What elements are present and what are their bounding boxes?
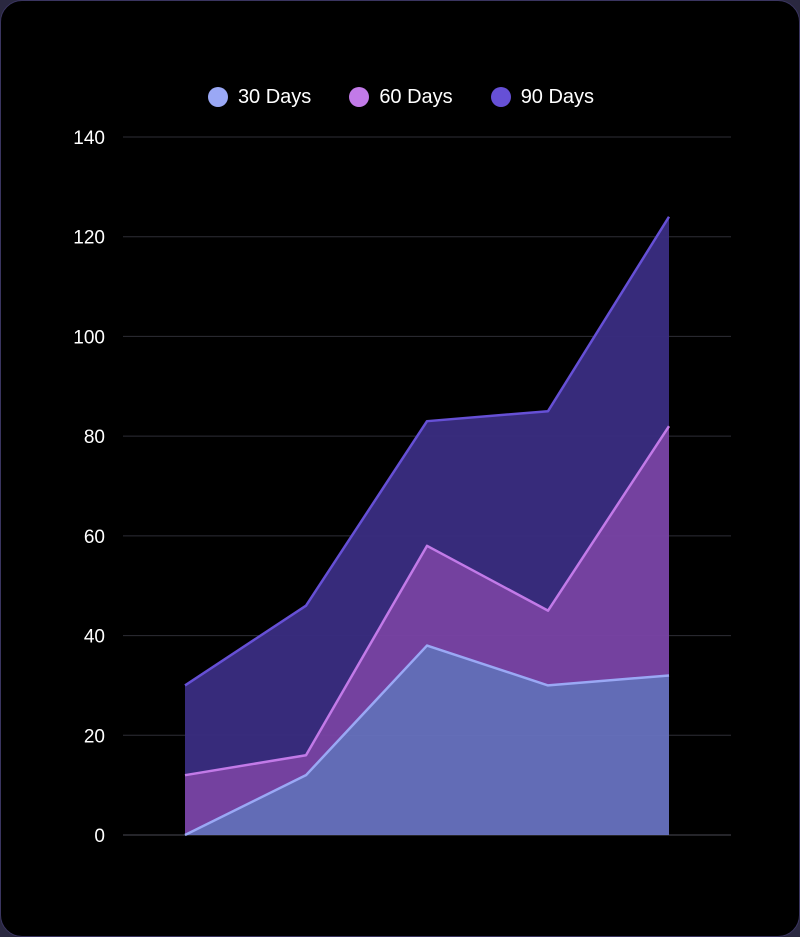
legend: 30 Days 60 Days 90 Days: [1, 85, 799, 109]
legend-dot-90-days-icon: [490, 87, 511, 107]
y-tick-label-80: 80: [84, 427, 105, 448]
y-tick-label-60: 60: [84, 527, 105, 548]
legend-dot-30-days-icon: [207, 87, 228, 107]
legend-item-90-days[interactable]: 90 Days: [490, 85, 595, 109]
y-tick-label-100: 100: [73, 327, 105, 348]
legend-dot-60-days-icon: [349, 87, 370, 107]
area-60-days: [185, 426, 669, 835]
area-30-days: [185, 645, 669, 835]
legend-label-60-days: 60 Days: [379, 86, 453, 108]
legend-label-30-days: 30 Days: [237, 86, 312, 108]
y-tick-label-40: 40: [84, 627, 105, 648]
y-tick-label-0: 0: [94, 826, 105, 847]
legend-item-30-days[interactable]: 30 Days: [207, 85, 312, 109]
y-tick-label-140: 140: [73, 128, 105, 149]
legend-label-90-days: 90 Days: [520, 86, 595, 108]
y-tick-label-120: 120: [73, 228, 105, 249]
legend-item-60-days[interactable]: 60 Days: [349, 85, 453, 109]
area-90-days: [185, 216, 669, 776]
y-tick-label-20: 20: [84, 726, 105, 747]
